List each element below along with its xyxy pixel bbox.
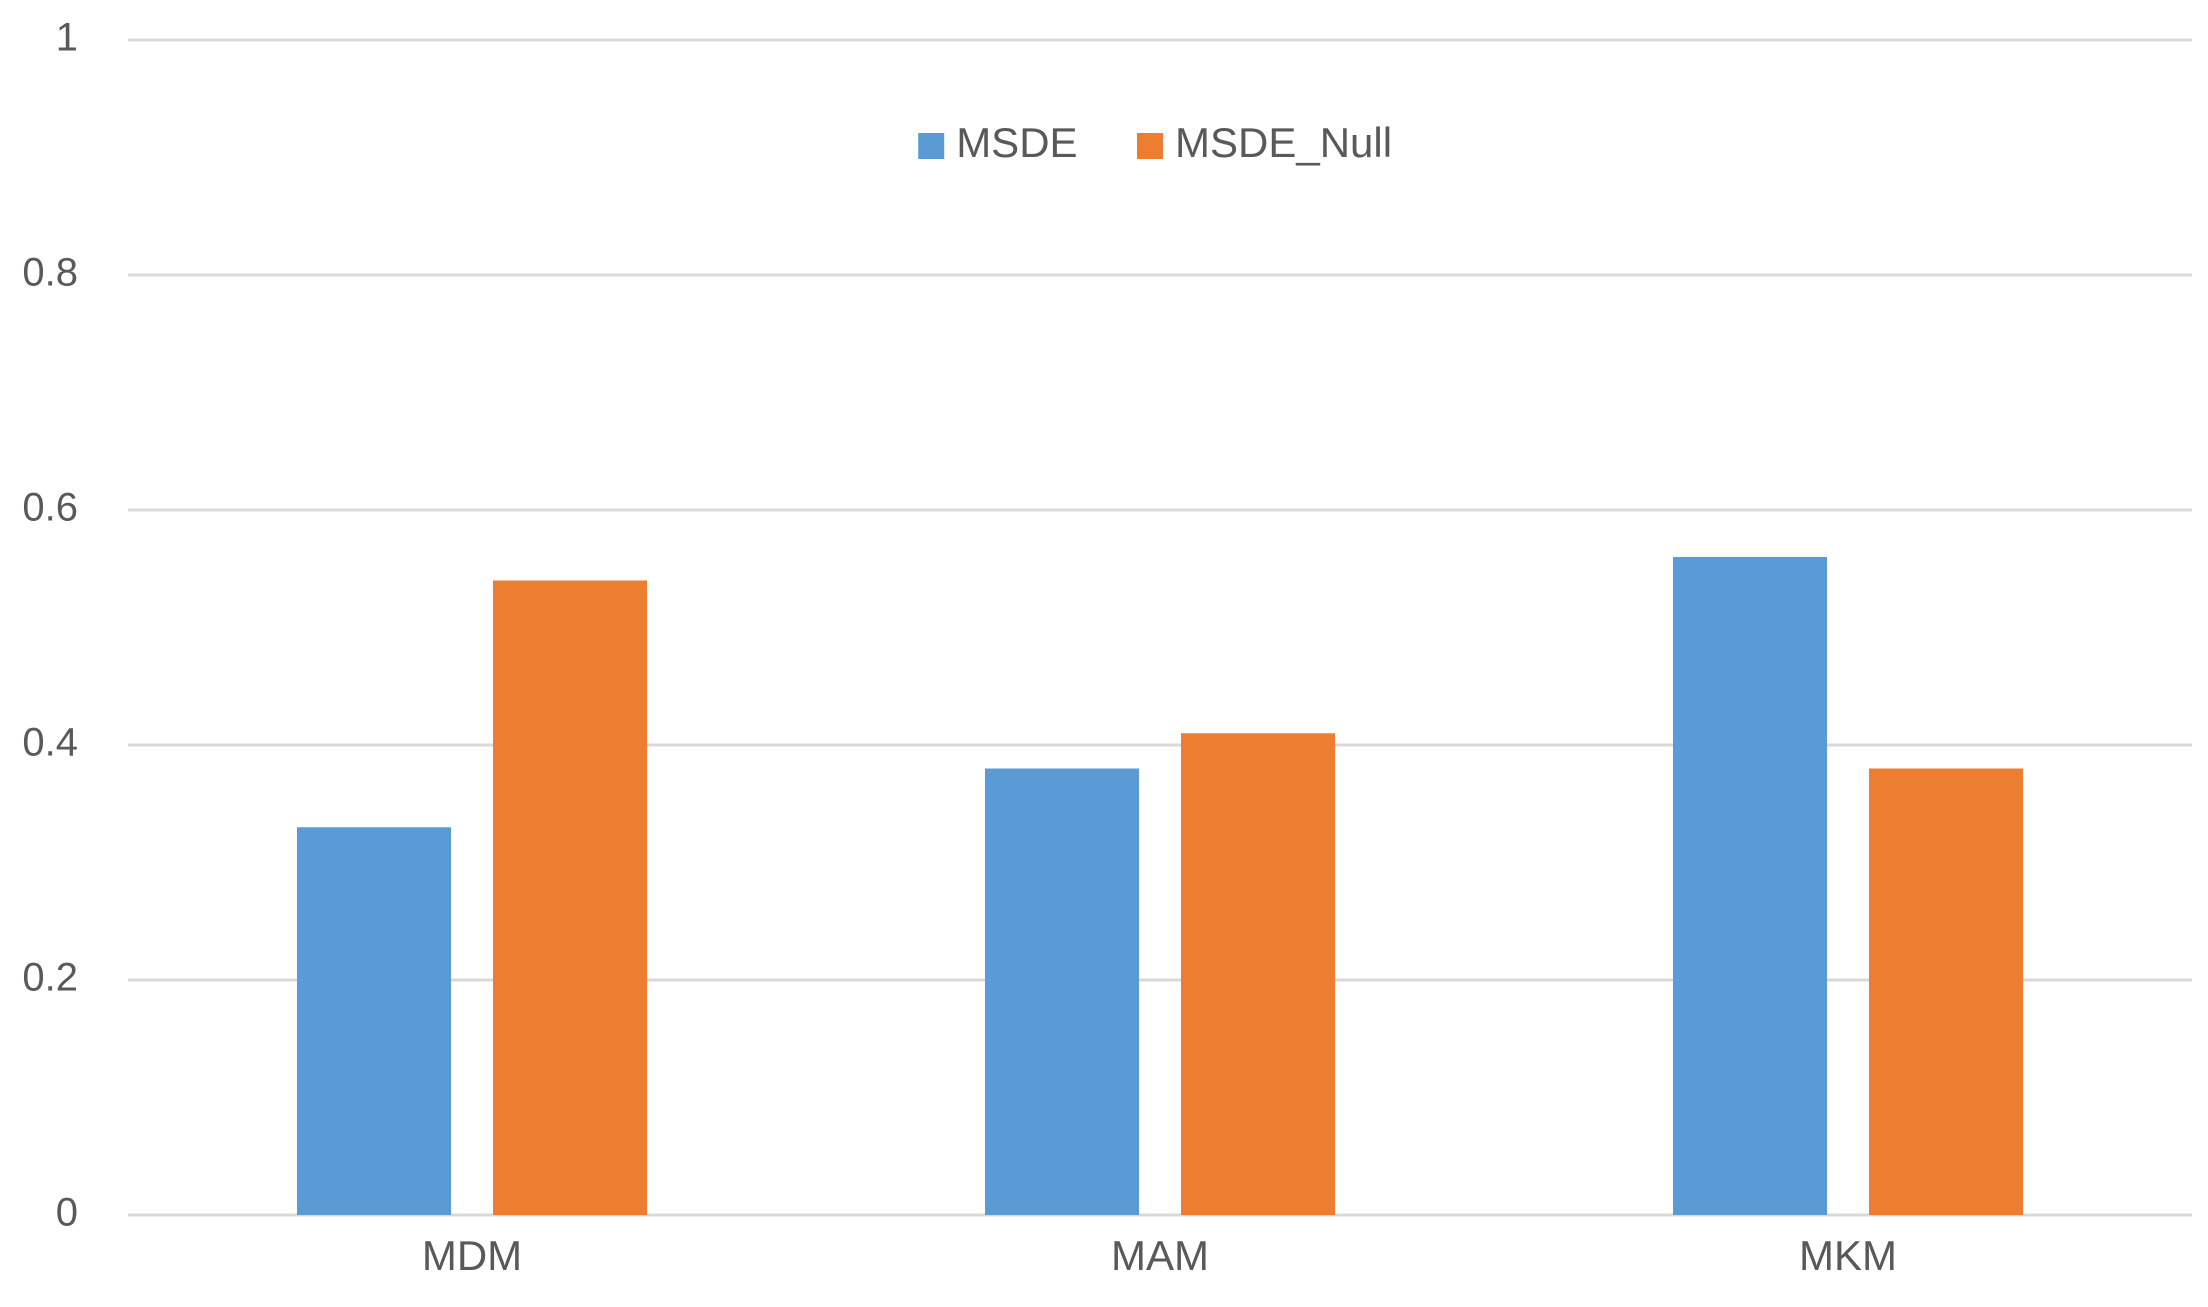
legend: MSDE MSDE_Null <box>918 119 1392 166</box>
y-tick-label: 1 <box>56 16 78 60</box>
bar-msde-null-mkm <box>1869 768 2023 1215</box>
x-tick-label: MDM <box>422 1232 522 1279</box>
y-tick-label: 0.4 <box>22 721 78 765</box>
bar-msde-null-mam <box>1181 733 1335 1215</box>
bar-msde-mam <box>985 768 1139 1215</box>
y-tick-label: 0.8 <box>22 251 78 295</box>
x-axis-ticks: MDM MAM MKM <box>422 1232 1897 1279</box>
x-tick-label: MKM <box>1799 1232 1897 1279</box>
y-tick-label: 0.6 <box>22 486 78 530</box>
legend-swatch-msde <box>918 133 945 159</box>
y-axis-ticks: 0 0.2 0.4 0.6 0.8 1 <box>22 16 78 1235</box>
legend-label: MSDE_Null <box>1175 119 1392 166</box>
y-tick-label: 0 <box>56 1191 78 1235</box>
legend-swatch-msde-null <box>1137 133 1163 159</box>
bar-msde-null-mdm <box>493 580 647 1215</box>
bar-msde-mdm <box>297 827 451 1215</box>
bars <box>297 557 2023 1215</box>
x-tick-label: MAM <box>1111 1232 1209 1279</box>
legend-label: MSDE <box>956 119 1077 166</box>
gridlines <box>128 38 2192 1217</box>
y-tick-label: 0.2 <box>22 956 78 1000</box>
bar-msde-mkm <box>1673 557 1827 1215</box>
